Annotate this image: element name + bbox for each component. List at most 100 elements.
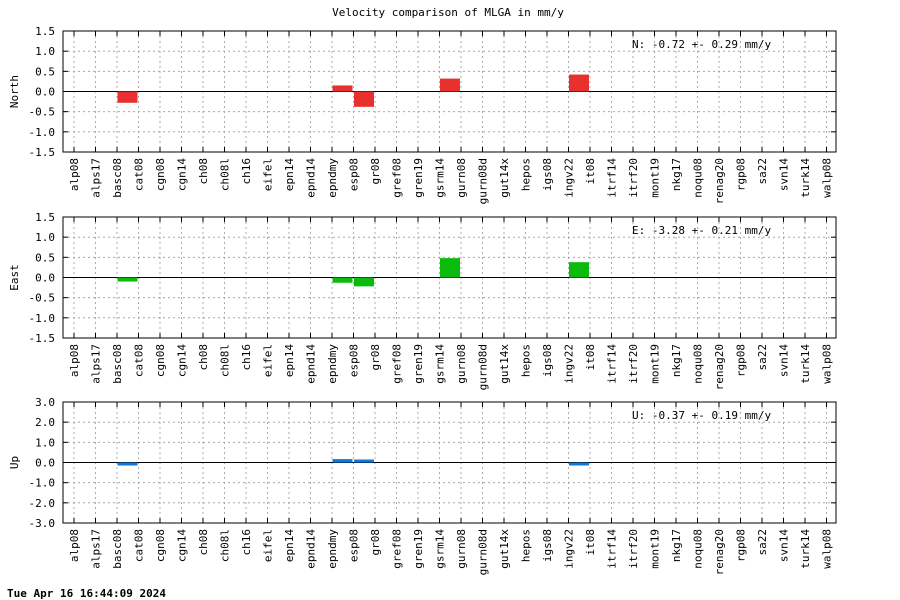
x-tick-label: alps17 bbox=[90, 529, 103, 569]
x-tick-label: noqu08 bbox=[692, 158, 705, 198]
north-bar-gsrm14 bbox=[440, 78, 460, 92]
x-tick-label: eifel bbox=[262, 529, 275, 562]
x-tick-label: noqu08 bbox=[692, 344, 705, 384]
north-axis-label: North bbox=[8, 75, 21, 108]
x-tick-label: itrf20 bbox=[627, 344, 640, 384]
north-bar-esp08 bbox=[354, 91, 374, 107]
x-tick-label: alp08 bbox=[68, 158, 81, 191]
x-tick-label: ingv22 bbox=[563, 529, 576, 569]
x-tick-label: svn14 bbox=[778, 158, 791, 191]
x-tick-label: alp08 bbox=[68, 529, 81, 562]
x-tick-label: esp08 bbox=[348, 344, 361, 377]
up-axis-label: Up bbox=[8, 456, 21, 469]
x-tick-label: cgn14 bbox=[176, 344, 189, 377]
x-tick-label: renag20 bbox=[713, 529, 726, 575]
x-tick-label: svn14 bbox=[778, 344, 791, 377]
y-tick-label: 0.0 bbox=[35, 457, 55, 470]
x-tick-label: epndmy bbox=[326, 529, 339, 569]
x-tick-label: eifel bbox=[262, 158, 275, 191]
x-tick-label: hepos bbox=[520, 344, 533, 377]
x-tick-label: igs08 bbox=[541, 529, 554, 562]
x-tick-label: walp08 bbox=[821, 529, 834, 569]
y-tick-label: 0.5 bbox=[35, 65, 55, 78]
x-tick-label: gr08 bbox=[369, 158, 382, 185]
x-tick-label: basc08 bbox=[111, 344, 124, 384]
east-axis-label: East bbox=[8, 264, 21, 291]
x-tick-label: epndmy bbox=[326, 158, 339, 198]
x-tick-label: mont19 bbox=[649, 158, 662, 198]
x-tick-label: epndmy bbox=[326, 344, 339, 384]
x-tick-label: nkg17 bbox=[670, 529, 683, 562]
y-tick-label: -1.0 bbox=[29, 477, 56, 490]
y-tick-label: 2.0 bbox=[35, 416, 55, 429]
x-tick-label: it08 bbox=[584, 529, 597, 556]
x-tick-label: svn14 bbox=[778, 529, 791, 562]
x-tick-label: gut14x bbox=[498, 158, 511, 198]
y-tick-label: 1.5 bbox=[35, 25, 55, 38]
up-stat-label: U: -0.37 +- 0.19 mm/y bbox=[632, 409, 771, 422]
x-tick-label: gsrm14 bbox=[434, 158, 447, 198]
x-tick-label: sa22 bbox=[756, 529, 769, 556]
y-tick-label: 1.5 bbox=[35, 211, 55, 224]
x-tick-label: gren19 bbox=[412, 344, 425, 384]
x-tick-label: rgp08 bbox=[735, 529, 748, 562]
x-tick-label: esp08 bbox=[348, 529, 361, 562]
y-tick-label: 0.5 bbox=[35, 251, 55, 264]
x-tick-label: itrf20 bbox=[627, 158, 640, 198]
east-stat-label: E: -3.28 +- 0.21 mm/y bbox=[632, 224, 771, 237]
x-tick-label: cgn08 bbox=[154, 529, 167, 562]
x-tick-label: alps17 bbox=[90, 158, 103, 198]
x-tick-label: gr08 bbox=[369, 344, 382, 371]
x-tick-label: renag20 bbox=[713, 344, 726, 390]
y-tick-label: 0.0 bbox=[35, 86, 55, 99]
x-tick-label: ch16 bbox=[240, 344, 253, 371]
x-tick-label: mont19 bbox=[649, 344, 662, 384]
x-tick-label: alp08 bbox=[68, 344, 81, 377]
x-tick-label: noqu08 bbox=[692, 529, 705, 569]
x-tick-label: ch16 bbox=[240, 158, 253, 185]
x-tick-label: itrf20 bbox=[627, 529, 640, 569]
x-tick-label: igs08 bbox=[541, 158, 554, 191]
x-tick-label: turk14 bbox=[799, 344, 812, 384]
y-tick-label: -0.5 bbox=[29, 292, 56, 305]
x-tick-label: igs08 bbox=[541, 344, 554, 377]
north-bar-ingv22 bbox=[569, 74, 589, 92]
x-tick-label: gsrm14 bbox=[434, 344, 447, 384]
x-tick-label: cgn14 bbox=[176, 158, 189, 191]
north-bar-epndmy bbox=[332, 85, 353, 92]
x-tick-label: ch08 bbox=[197, 529, 210, 556]
up-bar-esp08 bbox=[354, 459, 374, 463]
x-tick-label: ingv22 bbox=[563, 344, 576, 384]
x-tick-label: esp08 bbox=[348, 158, 361, 191]
x-tick-label: gurn08d bbox=[477, 344, 490, 390]
x-tick-label: epnd14 bbox=[305, 344, 318, 384]
x-tick-label: gurn08 bbox=[455, 158, 468, 198]
x-tick-label: ch08l bbox=[219, 529, 232, 562]
x-tick-label: itrf14 bbox=[606, 529, 619, 569]
x-tick-label: ingv22 bbox=[563, 158, 576, 198]
x-tick-label: turk14 bbox=[799, 529, 812, 569]
y-tick-label: -0.5 bbox=[29, 106, 56, 119]
y-tick-label: 1.0 bbox=[35, 45, 55, 58]
x-tick-label: walp08 bbox=[821, 344, 834, 384]
x-tick-label: basc08 bbox=[111, 529, 124, 569]
up-bar-ingv22 bbox=[569, 462, 589, 466]
x-tick-label: ch08 bbox=[197, 158, 210, 185]
east-panel: 1.5 1.0 0.5 0.0 -0.5 -1.0 -1.5 alp08 alps17 basc0… bbox=[8, 211, 837, 390]
footer-timestamp: Tue Apr 16 16:44:09 2024 bbox=[7, 587, 166, 600]
up-bar-epndmy bbox=[332, 459, 353, 463]
x-tick-label: renag20 bbox=[713, 158, 726, 204]
x-tick-label: ch08 bbox=[197, 344, 210, 371]
x-tick-label: epnd14 bbox=[305, 529, 318, 569]
y-tick-label: 1.0 bbox=[35, 231, 55, 244]
x-tick-label: epn14 bbox=[283, 158, 296, 191]
x-tick-label: rgp08 bbox=[735, 158, 748, 191]
y-tick-label: -1.5 bbox=[29, 332, 56, 345]
x-tick-label: gurn08 bbox=[455, 344, 468, 384]
x-tick-label: nkg17 bbox=[670, 344, 683, 377]
x-tick-label: walp08 bbox=[821, 158, 834, 198]
x-tick-label: gref08 bbox=[391, 344, 404, 384]
x-tick-label: cgn14 bbox=[176, 529, 189, 562]
x-tick-label: turk14 bbox=[799, 158, 812, 198]
